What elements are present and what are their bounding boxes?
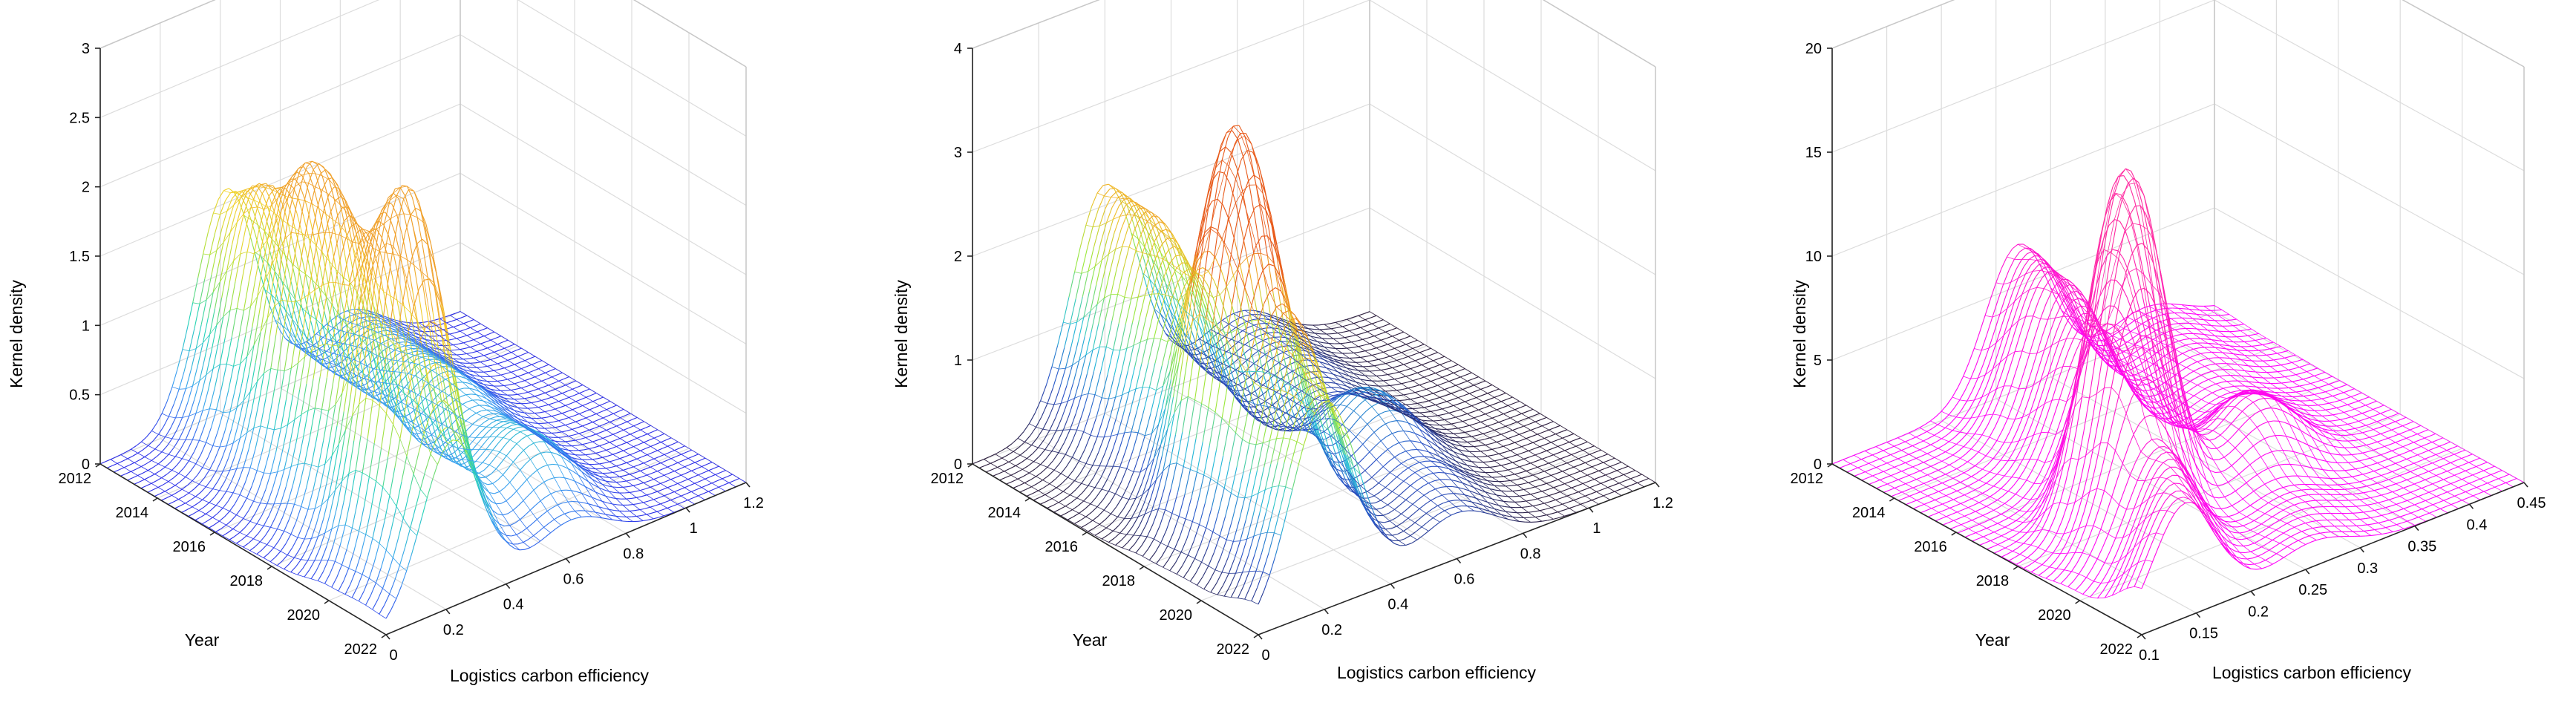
x-tick-label: 1: [1592, 520, 1601, 537]
y-tick-label: 2014: [988, 505, 1021, 521]
density-surface-panel-1: 00.20.40.60.811.220122014201620182020202…: [7, 0, 764, 685]
x-tick-label: 0.4: [503, 597, 524, 613]
x-tick-label: 0.2: [2248, 604, 2269, 620]
x-tick-label: 0.25: [2298, 582, 2327, 598]
density-surface-2: [972, 125, 1656, 605]
z-tick-label: 0: [954, 457, 962, 473]
y-tick-label: 2022: [1217, 641, 1250, 658]
y-tick-label: 2016: [1045, 539, 1079, 555]
y-tick-label: 2016: [1914, 539, 1947, 555]
z-tick-label: 1.5: [69, 249, 90, 265]
x-tick-label: 0.1: [2139, 647, 2160, 664]
density-surface-3: [1831, 168, 2525, 599]
z-tick-label: 2: [82, 180, 90, 196]
y-tick-label: 2020: [2038, 607, 2071, 624]
x-axis-title-3: Logistics carbon efficiency: [2212, 663, 2412, 682]
x-tick-label: 0.15: [2189, 626, 2218, 642]
x-tick-label: 1: [690, 520, 698, 537]
density-surface-1: [99, 160, 747, 619]
z-tick-label: 0.5: [69, 388, 90, 404]
y-tick-label: 2022: [2100, 641, 2134, 658]
y-axis-title-2: Year: [1073, 630, 1108, 650]
z-axis-title-2: Kernel density: [892, 280, 911, 388]
x-tick-label: 1.2: [743, 495, 764, 511]
y-tick-label: 2012: [931, 471, 964, 487]
y-axis-title-1: Year: [185, 630, 220, 650]
z-tick-label: 4: [954, 41, 962, 57]
x-tick-label: 0.4: [2467, 517, 2488, 533]
y-tick-label: 2012: [1791, 471, 1824, 487]
x-tick-label: 0.2: [443, 622, 464, 638]
x-tick-label: 0: [389, 647, 397, 664]
x-tick-label: 0.8: [1520, 546, 1541, 562]
z-tick-label: 1: [954, 353, 962, 369]
z-tick-label: 3: [954, 145, 962, 161]
z-tick-label: 5: [1814, 353, 1822, 369]
z-tick-label: 0: [1814, 457, 1822, 473]
x-tick-label: 0.8: [623, 546, 644, 562]
z-axis-title-1: Kernel density: [7, 280, 26, 388]
z-tick-label: 20: [1805, 41, 1822, 57]
z-tick-label: 2.5: [69, 110, 90, 126]
x-tick-label: 0.6: [563, 572, 584, 588]
x-tick-label: 0.4: [1387, 597, 1408, 613]
y-tick-label: 2014: [1852, 505, 1886, 521]
y-tick-label: 2018: [230, 573, 264, 589]
z-tick-label: 15: [1805, 145, 1822, 161]
y-tick-label: 2020: [287, 607, 321, 624]
x-tick-label: 0.35: [2407, 539, 2436, 555]
z-tick-label: 1: [82, 318, 90, 334]
y-tick-label: 2016: [173, 539, 206, 555]
z-tick-label: 0: [82, 457, 90, 473]
z-tick-label: 10: [1805, 249, 1822, 265]
y-tick-label: 2018: [1102, 573, 1136, 589]
x-tick-label: 0.2: [1321, 622, 1342, 638]
y-tick-label: 2020: [1160, 607, 1193, 624]
z-tick-label: 2: [954, 249, 962, 265]
x-tick-label: 0.45: [2517, 495, 2546, 511]
x-tick-label: 0: [1261, 647, 1269, 664]
y-tick-label: 2012: [59, 471, 92, 487]
y-tick-label: 2018: [1976, 573, 2010, 589]
z-tick-label: 3: [82, 41, 90, 57]
y-tick-label: 2022: [344, 641, 378, 658]
x-tick-label: 1.2: [1653, 495, 1673, 511]
y-tick-label: 2014: [116, 505, 149, 521]
x-tick-label: 0.3: [2357, 560, 2378, 577]
density-surface-panel-3: 0.1 0.15 0.2 0.25 0.3 0.35 0.4 0.45 2012 2014 2016…: [1790, 0, 2546, 682]
density-surface-panel-2: 00.20.40.60.811.220122014201620182020202…: [892, 0, 1673, 682]
z-axis-title-3: Kernel density: [1790, 280, 1809, 388]
x-axis-title-1: Logistics carbon efficiency: [450, 666, 650, 685]
x-axis-title-2: Logistics carbon efficiency: [1337, 663, 1537, 682]
y-axis-title-3: Year: [1975, 630, 2010, 650]
x-tick-label: 0.6: [1454, 572, 1475, 588]
